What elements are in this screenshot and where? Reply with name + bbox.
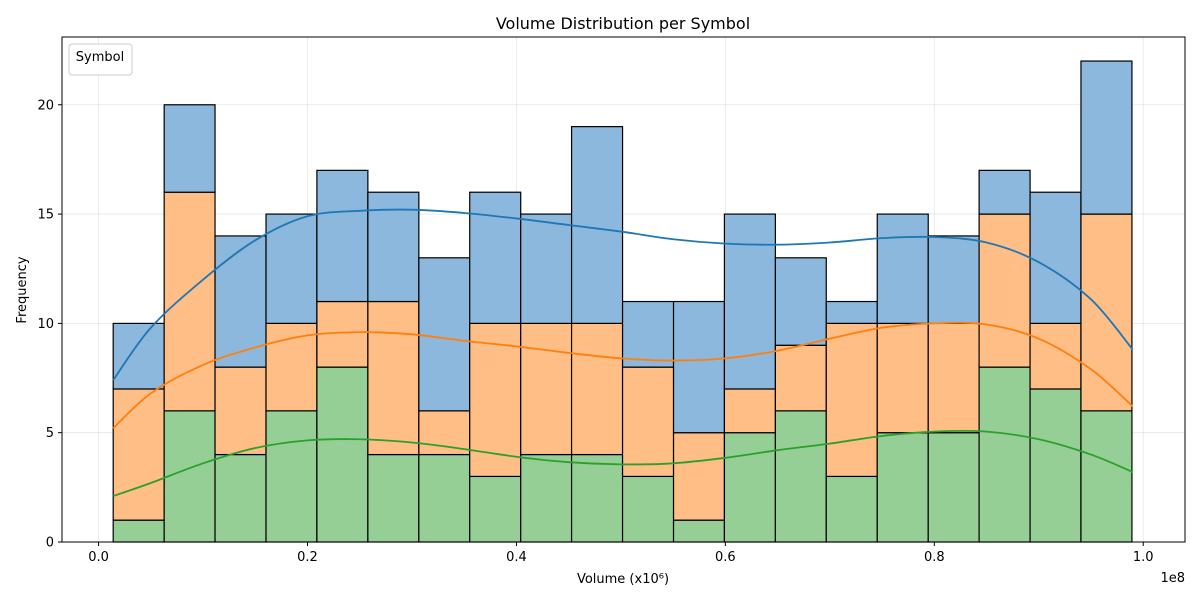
histogram-bar: [672, 519, 726, 543]
histogram-bar: [265, 410, 318, 543]
y-tick-label: 15: [37, 208, 54, 223]
histogram-bar: [621, 300, 675, 368]
histogram-bar: [1080, 213, 1133, 412]
x-tick-label: 0.0: [88, 550, 109, 565]
histogram-bar: [774, 257, 827, 346]
kde-line: [112, 208, 1134, 381]
histogram-bar: [469, 475, 522, 543]
x-offset-text: 1e8: [1160, 571, 1185, 586]
y-axis-ticks: 0 5 10 15 20: [37, 98, 62, 551]
chart-title: Volume Distribution per Symbol: [496, 14, 750, 33]
histogram-bar: [723, 213, 776, 390]
legend: Symbol: [68, 43, 133, 76]
histogram-bar: [876, 432, 929, 543]
x-tick-label: 1.0: [1133, 550, 1154, 565]
legend-title: Symbol: [76, 50, 124, 65]
histogram-bar: [418, 257, 471, 412]
histogram-bar: [774, 410, 827, 543]
histogram-bar: [520, 213, 573, 324]
kde-line: [112, 429, 1134, 497]
y-tick-label: 5: [46, 426, 54, 441]
y-tick-label: 20: [37, 98, 54, 113]
x-axis-label: Volume (x10⁶): [577, 572, 669, 587]
histogram-bar: [265, 213, 318, 324]
histogram-bar: [774, 344, 827, 412]
histogram-bar: [520, 453, 573, 543]
y-tick-label: 10: [37, 317, 54, 332]
histogram-bar: [927, 235, 980, 324]
histogram-bar: [367, 300, 420, 456]
legend-box: [68, 43, 133, 76]
histogram-bar: [265, 322, 318, 412]
histogram-bar: [214, 453, 267, 543]
histogram-bar: [163, 191, 216, 412]
histogram-bar: [621, 366, 675, 478]
kde-curves: [112, 208, 1134, 497]
histogram-bar: [672, 300, 726, 434]
histogram-bar: [367, 191, 420, 303]
histogram-bar: [1080, 60, 1133, 215]
histogram-bar: [723, 388, 776, 434]
histogram-bar: [876, 213, 929, 324]
histogram-bar: [672, 432, 726, 521]
histogram-bar: [520, 322, 573, 456]
histogram-bar: [163, 410, 216, 543]
histogram-bar: [112, 388, 165, 521]
histogram-bar: [570, 126, 624, 324]
histogram-bar: [214, 235, 267, 368]
x-tick-label: 0.2: [297, 550, 318, 565]
histogram-bar: [316, 366, 369, 543]
histogram-bar: [876, 322, 929, 434]
x-axis-ticks: 0.0 0.2 0.4 0.6 0.8 1.0: [88, 542, 1154, 565]
histogram-bar: [367, 453, 420, 543]
histogram-bar: [1029, 388, 1082, 543]
histogram-bar: [825, 322, 878, 478]
histogram-bar: [927, 322, 980, 434]
histogram-bar: [112, 322, 165, 390]
histogram-bar: [825, 475, 878, 543]
histogram-bar: [1080, 410, 1133, 543]
x-tick-label: 0.6: [715, 550, 736, 565]
plot-frame: [61, 36, 1186, 543]
histogram-bar: [112, 519, 165, 543]
y-tick-label: 0: [46, 536, 54, 551]
histogram-bar: [1029, 322, 1082, 390]
y-axis-label: Frequency: [15, 256, 30, 323]
histogram-bar: [316, 169, 369, 303]
histogram-bar: [163, 104, 216, 193]
bars: [112, 60, 1133, 543]
histogram-bar: [978, 213, 1031, 368]
histogram-bar: [469, 191, 522, 324]
histogram-bar: [978, 169, 1031, 215]
histogram-bar: [978, 366, 1031, 543]
histogram-bar: [214, 366, 267, 456]
histogram-bar: [723, 432, 776, 543]
kde-line: [112, 321, 1134, 429]
histogram-bar: [570, 453, 624, 543]
histogram-bar: [1029, 191, 1082, 324]
x-tick-label: 0.8: [924, 550, 945, 565]
x-tick-label: 0.4: [506, 550, 527, 565]
histogram-bar: [570, 322, 624, 456]
histogram-bar: [927, 432, 980, 543]
histogram-bar: [418, 453, 471, 543]
histogram-bar: [825, 300, 878, 324]
histogram-bar: [621, 475, 675, 543]
